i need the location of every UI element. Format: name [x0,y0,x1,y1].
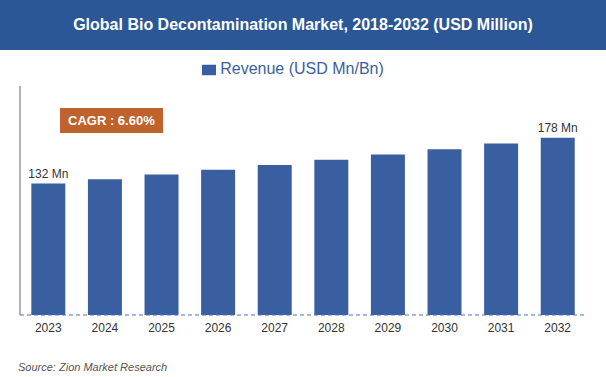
svg-text:2031: 2031 [488,321,515,335]
svg-text:2032: 2032 [544,321,571,335]
svg-text:2026: 2026 [205,321,232,335]
svg-text:2024: 2024 [92,321,119,335]
svg-text:2023: 2023 [35,321,62,335]
svg-text:2029: 2029 [375,321,402,335]
html-text:Revenue (USD Mn/Bn): Revenue (USD Mn/Bn) [220,60,384,77]
svg-text:132 Mn: 132 Mn [28,167,68,181]
svg-text:2025: 2025 [148,321,175,335]
svg-text:2027: 2027 [261,321,288,335]
svg-text:2030: 2030 [431,321,458,335]
svg-text:2028: 2028 [318,321,345,335]
html-text:Global Bio Decontamination Mar: Global Bio Decontamination Market, 2018-… [73,16,533,33]
html-text:CAGR : 6.60%: CAGR : 6.60% [68,113,155,128]
svg-text:178 Mn: 178 Mn [538,121,578,135]
html-text:Source: Zion Market Research: Source: Zion Market Research [18,361,168,373]
